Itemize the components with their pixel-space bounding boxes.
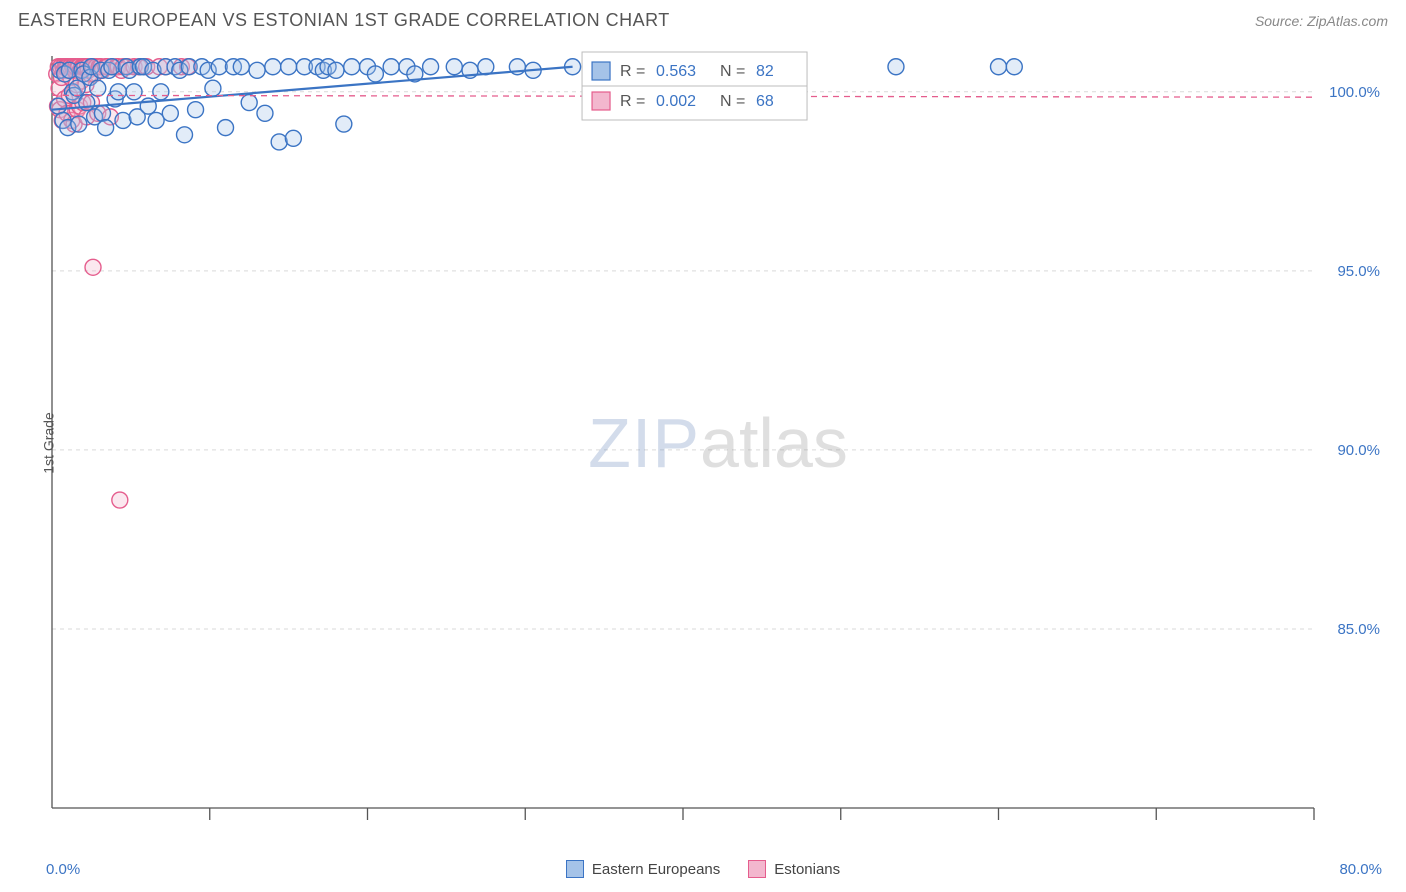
scatter-chart: 85.0% 90.0% 95.0% 100.0% R = 0.563 N = 82 R = 0.0… (46, 48, 1390, 838)
chart-title: EASTERN EUROPEAN VS ESTONIAN 1ST GRADE C… (18, 10, 670, 31)
svg-text:R =: R = (620, 63, 645, 80)
chart-container: 1st Grade 85.0%90.0%95.0%100.0%R =0.563N… (46, 48, 1390, 838)
svg-text:0.563: 0.563 (656, 63, 696, 80)
legend-item-eastern: Eastern Europeans (566, 860, 720, 878)
legend-label-estonian: Estonians (774, 861, 840, 878)
svg-text:85.0%: 85.0% (1337, 621, 1380, 638)
svg-text:0.002: 0.002 (656, 93, 696, 110)
y-axis-label: 1st Grade (41, 412, 57, 473)
legend-swatch-estonian (748, 860, 766, 878)
svg-text:N =: N = (720, 63, 745, 80)
source-attribution: Source: ZipAtlas.com (1255, 13, 1388, 29)
svg-text:90.0%: 90.0% (1337, 442, 1380, 459)
svg-text:N =: N = (720, 93, 745, 110)
svg-text:82: 82 (756, 63, 774, 80)
legend-swatch-eastern (566, 860, 584, 878)
legend: Eastern Europeans Estonians (0, 860, 1406, 878)
legend-item-estonian: Estonians (748, 860, 840, 878)
svg-text:100.0%: 100.0% (1329, 84, 1380, 101)
svg-text:R =: R = (620, 93, 645, 110)
legend-label-eastern: Eastern Europeans (592, 861, 720, 878)
svg-text:68: 68 (756, 93, 774, 110)
svg-text:95.0%: 95.0% (1337, 263, 1380, 280)
